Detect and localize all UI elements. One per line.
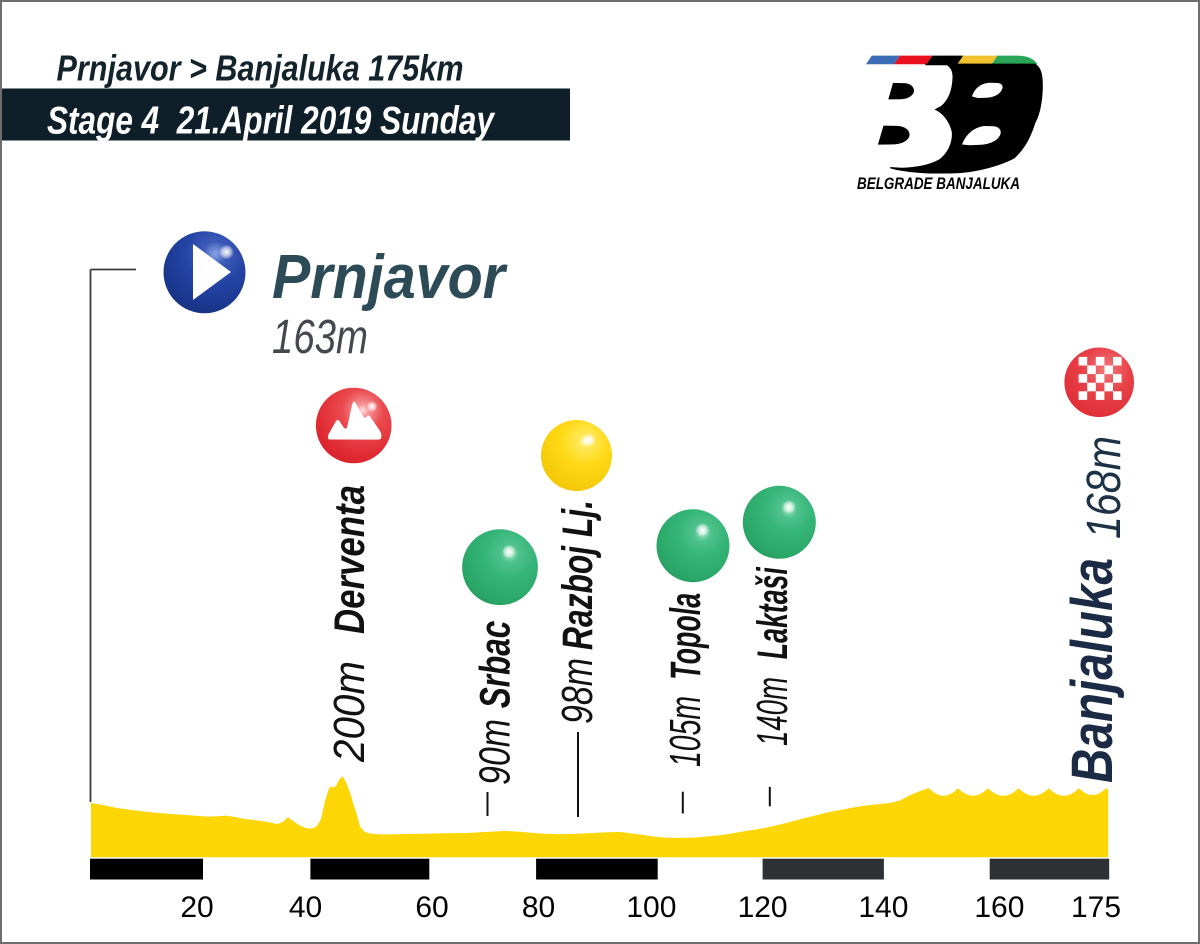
svg-text:Srbac: Srbac	[472, 621, 520, 709]
svg-text:Stage 4 21.April 2019 Sunday: Stage 4 21.April 2019 Sunday	[47, 100, 496, 143]
svg-text:Derventa: Derventa	[326, 485, 374, 634]
svg-text:Banjaluka: Banjaluka	[1060, 558, 1125, 783]
svg-text:90m: 90m	[471, 719, 520, 785]
svg-text:140m: 140m	[748, 677, 797, 746]
svg-text:Topola: Topola	[662, 593, 710, 680]
svg-text:98m: 98m	[553, 658, 602, 724]
svg-text:175: 175	[1071, 891, 1121, 924]
svg-text:163m: 163m	[272, 311, 368, 364]
svg-text:80: 80	[522, 891, 555, 924]
svg-text:168m: 168m	[1078, 436, 1131, 539]
svg-text:200m: 200m	[325, 661, 374, 763]
svg-text:Razboj Lj.: Razboj Lj.	[554, 500, 602, 650]
svg-text:Prnjavor: Prnjavor	[272, 243, 508, 312]
svg-text:Prnjavor > Banjaluka 175km: Prnjavor > Banjaluka 175km	[57, 48, 464, 89]
svg-text:60: 60	[415, 891, 448, 924]
svg-text:160: 160	[974, 891, 1024, 924]
svg-text:105m: 105m	[661, 696, 710, 767]
svg-text:120: 120	[738, 891, 788, 924]
svg-text:Laktaši: Laktaši	[749, 567, 797, 660]
svg-text:140: 140	[858, 891, 908, 924]
svg-text:40: 40	[289, 891, 322, 924]
svg-text:20: 20	[180, 891, 213, 924]
svg-text:100: 100	[626, 891, 676, 924]
svg-text:BELGRADE BANJALUKA: BELGRADE BANJALUKA	[857, 174, 1020, 193]
